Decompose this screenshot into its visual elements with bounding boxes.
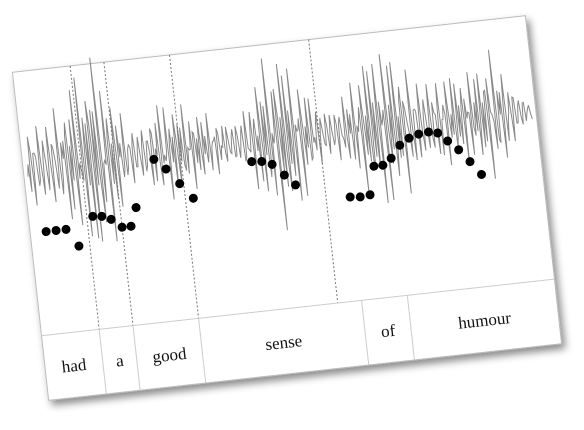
waveform bbox=[26, 49, 533, 242]
word-boundaries bbox=[69, 39, 339, 330]
card: had a good sense of humour bbox=[11, 15, 563, 401]
word: had bbox=[61, 355, 88, 377]
word: of bbox=[380, 321, 396, 341]
word: good bbox=[152, 344, 188, 367]
word: a bbox=[115, 351, 125, 371]
pitch-points bbox=[41, 127, 486, 251]
word-grid bbox=[41, 278, 555, 395]
word: sense bbox=[264, 331, 303, 354]
